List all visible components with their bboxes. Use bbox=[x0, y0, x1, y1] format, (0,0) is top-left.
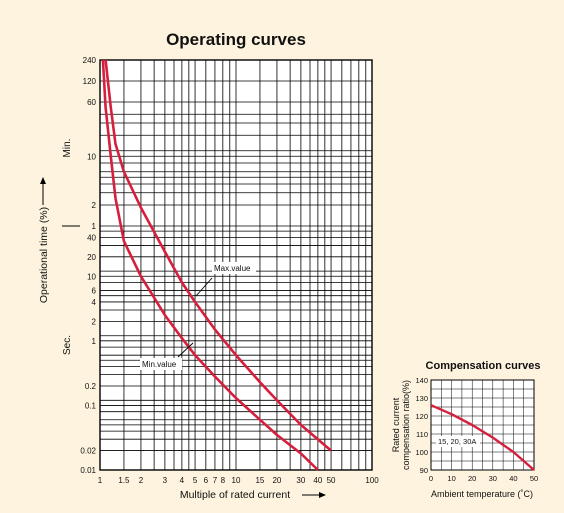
y-unit-min-label: Min. bbox=[62, 139, 73, 158]
x-tick-label: 2 bbox=[139, 476, 144, 485]
x-tick-label: 7 bbox=[213, 476, 218, 485]
series-line-min bbox=[101, 59, 319, 471]
comp-x-tick-label: 50 bbox=[530, 474, 538, 483]
y-tick-label-min: 1 bbox=[92, 222, 97, 231]
x-tick-label: 4 bbox=[180, 476, 185, 485]
comp-x-tick-label: 40 bbox=[509, 474, 517, 483]
comp-y-tick-label: 100 bbox=[415, 448, 428, 457]
x-tick-label: 8 bbox=[221, 476, 226, 485]
max-value-label-bg bbox=[212, 262, 256, 274]
y-tick-label-min: 10 bbox=[87, 152, 96, 161]
y-tick-label-min: 240 bbox=[83, 56, 97, 65]
comp-y-axis-label-2: compensation ratio(%) bbox=[401, 380, 411, 470]
y-tick-label-sec: 0.01 bbox=[80, 466, 96, 475]
x-tick-label: 3 bbox=[163, 476, 168, 485]
comp-plot-frame bbox=[430, 379, 535, 471]
comp-y-tick-label: 140 bbox=[415, 376, 428, 385]
comp-series-line bbox=[430, 404, 535, 471]
comp-series-label: 15, 20, 30A bbox=[438, 437, 476, 446]
comp-x-tick-label: 0 bbox=[429, 474, 433, 483]
max-value-label: Max.value bbox=[214, 264, 251, 273]
x-tick-label: 10 bbox=[232, 476, 241, 485]
plot-frame bbox=[99, 59, 373, 471]
x-tick-label: 6 bbox=[204, 476, 209, 485]
y-tick-label-sec: 1 bbox=[92, 337, 97, 346]
x-tick-label: 30 bbox=[296, 476, 305, 485]
x-tick-label: 50 bbox=[327, 476, 336, 485]
x-tick-label: 15 bbox=[255, 476, 264, 485]
x-tick-label: 40 bbox=[313, 476, 322, 485]
compensation-chart-title: Compensation curves bbox=[425, 360, 541, 372]
comp-x-axis-label: Ambient temperature (˚C) bbox=[431, 489, 533, 499]
x-axis-label: Multiple of rated current bbox=[180, 489, 290, 501]
min-value-leader bbox=[177, 342, 194, 358]
y-tick-label-sec: 4 bbox=[92, 298, 97, 307]
y-unit-sec-label: Sec. bbox=[62, 335, 73, 355]
max-value-leader bbox=[195, 277, 213, 297]
y-tick-label-sec: 0.02 bbox=[80, 447, 96, 456]
y-tick-label-min: 60 bbox=[87, 98, 96, 107]
comp-x-tick-label: 20 bbox=[468, 474, 476, 483]
x-tick-label: 20 bbox=[272, 476, 281, 485]
y-axis-arrowhead bbox=[40, 177, 46, 184]
y-tick-label-sec: 20 bbox=[87, 253, 96, 262]
y-tick-label-sec: 40 bbox=[87, 233, 96, 242]
series-line-max bbox=[104, 59, 332, 452]
x-tick-label: 100 bbox=[365, 476, 379, 485]
x-tick-label: 1 bbox=[98, 476, 103, 485]
y-tick-label-sec: 2 bbox=[92, 317, 97, 326]
y-tick-label-min: 2 bbox=[92, 201, 97, 210]
y-tick-label-sec: 10 bbox=[87, 272, 96, 281]
chart-title: Operating curves bbox=[166, 30, 306, 49]
comp-y-axis-label-1: Rated current bbox=[391, 397, 401, 452]
comp-y-tick-label: 120 bbox=[415, 412, 428, 421]
x-tick-label: 1.5 bbox=[118, 476, 130, 485]
min-value-label: Min.value bbox=[142, 360, 177, 369]
comp-series-label-bg bbox=[436, 436, 480, 447]
y-axis-label: Operational time (%) bbox=[38, 207, 50, 303]
y-tick-label-sec: 0.2 bbox=[85, 382, 97, 391]
y-tick-label-sec: 0.1 bbox=[85, 401, 97, 410]
y-tick-label-sec: 6 bbox=[92, 287, 97, 296]
comp-x-tick-label: 30 bbox=[489, 474, 497, 483]
comp-y-tick-label: 130 bbox=[415, 394, 428, 403]
comp-y-tick-label: 90 bbox=[420, 466, 428, 475]
y-tick-label-min: 120 bbox=[83, 77, 97, 86]
comp-y-tick-label: 110 bbox=[416, 430, 428, 439]
comp-x-tick-label: 10 bbox=[447, 474, 455, 483]
min-value-label-bg bbox=[140, 358, 182, 370]
x-tick-label: 5 bbox=[193, 476, 198, 485]
x-axis-arrowhead bbox=[319, 492, 326, 498]
